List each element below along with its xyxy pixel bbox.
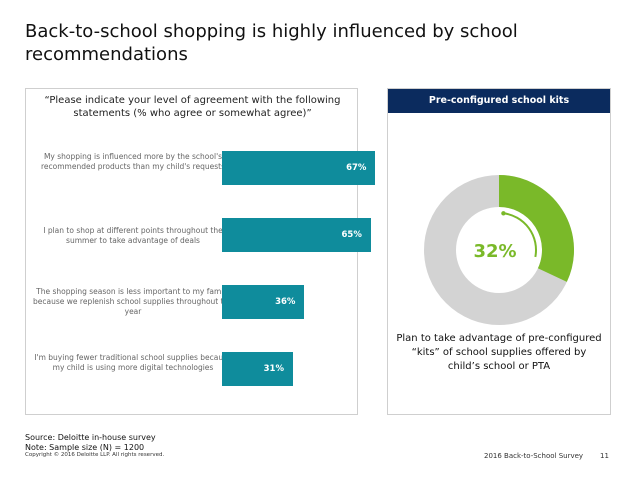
bar-school-recommendations: [222, 151, 376, 185]
donut-center-value: 32%: [473, 241, 516, 262]
donut-inner-accent-arc: [503, 212, 537, 258]
bar-value-school-recommendations: 67%: [346, 163, 367, 173]
kits-donut-chart: 32%: [424, 175, 574, 325]
bar-label-school-recommendations: My shopping is influenced more by the sc…: [40, 152, 225, 171]
donut-kits-segment: [498, 175, 574, 282]
copyright: Copyright © 2016 Deloitte LLP. All right…: [25, 452, 165, 458]
bar-value-fewer-traditional-supplies: 31%: [263, 364, 284, 374]
kits-panel-header: Pre-configured school kits: [388, 89, 610, 113]
bar-fewer-traditional-supplies: [222, 352, 293, 386]
bar-shop-at-different-points: [222, 218, 371, 252]
sample-size-note: Note: Sample size (N) = 1200: [25, 443, 145, 452]
source-text: Source: Deloitte in-house survey: [25, 433, 156, 442]
bar-value-season-less-important: 36%: [275, 297, 296, 307]
source-note: Source: Deloitte in-house survey Note: S…: [25, 433, 156, 453]
survey-name: 2016 Back-to-School Survey: [484, 452, 584, 460]
bar-season-less-important: [222, 285, 305, 319]
survey-question: “Please indicate your level of agreement…: [44, 95, 341, 119]
kits-panel: Pre-configured school kits 32% Plan to t…: [387, 88, 611, 415]
bar-label-fewer-traditional-supplies: I'm buying fewer traditional school supp…: [34, 353, 232, 372]
agreement-chart-panel: “Please indicate your level of agreement…: [25, 88, 376, 415]
bar-label-season-less-important: The shopping season is less important to…: [33, 287, 233, 316]
page-number: 11: [600, 452, 609, 460]
donut-accent-dot: [501, 211, 506, 216]
page-title: Back-to-school shopping is highly influe…: [25, 21, 518, 65]
bar-value-shop-at-different-points: 65%: [341, 230, 362, 240]
bar-label-shop-at-different-points: I plan to shop at different points throu…: [43, 226, 223, 245]
kits-caption: Plan to take advantage of pre-configured…: [396, 333, 602, 372]
